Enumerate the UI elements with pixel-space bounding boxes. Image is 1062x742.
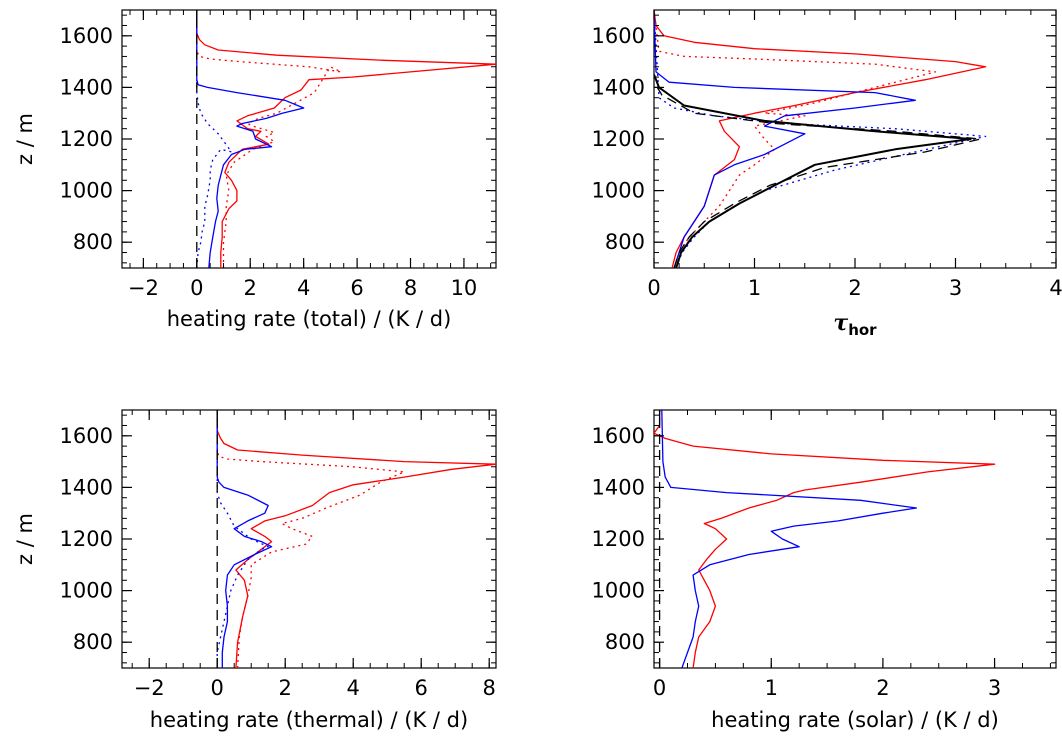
tau-subscript: hor [848, 321, 877, 339]
x-tick-label: 0 [211, 676, 224, 700]
y-axis-label-total: z / m [13, 113, 37, 165]
series-line-thermal-red-solid [216, 410, 496, 668]
x-tick-label: 4 [347, 676, 360, 700]
x-tick-label: 1 [748, 276, 761, 300]
x-tick-label: 10 [451, 276, 478, 300]
x-tick-label: 8 [483, 676, 496, 700]
series-line-total-red-dotted [196, 10, 342, 268]
series-line-tau-blue-solid [654, 10, 916, 268]
y-tick-label: 1600 [60, 24, 113, 48]
x-tick-label: 1 [765, 676, 778, 700]
series-group-solar [654, 410, 996, 668]
y-tick-label: 1400 [60, 475, 113, 499]
series-group-tau [654, 10, 987, 268]
x-axis-label-tau: τhor [833, 310, 877, 339]
x-tick-label: 8 [404, 276, 417, 300]
y-tick-label: 800 [605, 230, 645, 254]
series-line-thermal-blue-solid [216, 410, 273, 668]
series-line-tau-black-dashed [654, 81, 982, 268]
x-tick-label: 0 [647, 276, 660, 300]
x-tick-label: 3 [988, 676, 1001, 700]
x-tick-label: 4 [1049, 276, 1062, 300]
x-axis-label-solar: heating rate (solar) / (K / d) [711, 708, 999, 732]
series-line-solar-blue-solid [661, 410, 918, 668]
series-line-solar-red-solid [654, 410, 996, 668]
y-tick-label: 1000 [60, 179, 113, 203]
series-line-tau-red-solid [654, 10, 987, 268]
series-line-tau-blue-dotted [654, 10, 987, 268]
y-tick-label: 1400 [592, 475, 645, 499]
y-tick-label: 1000 [592, 579, 645, 603]
x-tick-label: 3 [949, 276, 962, 300]
series-group-thermal [216, 410, 496, 668]
y-tick-label: 800 [73, 230, 113, 254]
ticks-group-solar: 0 1 2 3 800 1000 1200 1400 1600 [592, 410, 1056, 700]
series-line-thermal-red-dotted [216, 410, 405, 668]
y-tick-label: 800 [605, 630, 645, 654]
y-tick-label: 1600 [592, 24, 645, 48]
x-tick-label: 2 [848, 276, 861, 300]
x-tick-label: 6 [415, 676, 428, 700]
series-group-total [196, 10, 496, 268]
panel-solar: 0 1 2 3 800 1000 1200 1400 1600 heating rate (so… [592, 409, 1057, 732]
x-tick-label: −2 [134, 676, 165, 700]
ticks-group-thermal: −2 0 2 4 6 8 800 1000 1200 1400 1600 [60, 410, 496, 700]
series-line-total-blue-solid [196, 10, 305, 268]
y-tick-label: 1400 [592, 75, 645, 99]
x-tick-label: 2 [244, 276, 257, 300]
series-line-total-red-solid [196, 10, 496, 268]
plot-frame-thermal [121, 409, 497, 669]
ticks-group-total: −2 0 2 4 6 8 10 800 1000 1200 1400 1600 [60, 10, 496, 300]
x-axis-label-thermal: heating rate (thermal) / (K / d) [150, 708, 468, 732]
series-line-thermal-blue-dotted [216, 410, 269, 668]
y-tick-label: 1600 [60, 424, 113, 448]
x-tick-label: −2 [128, 276, 159, 300]
y-tick-label: 1000 [60, 579, 113, 603]
y-tick-label: 1200 [592, 527, 645, 551]
x-tick-label: 2 [876, 676, 889, 700]
x-tick-label: 0 [653, 676, 666, 700]
y-axis-label-thermal: z / m [13, 513, 37, 565]
x-tick-label: 4 [297, 276, 310, 300]
y-tick-label: 1200 [592, 127, 645, 151]
series-line-tau-black-solid [654, 74, 972, 268]
ticks-group-tau: 0 1 2 3 4 800 1000 1200 1400 1600 [592, 10, 1062, 300]
x-axis-label-total: heating rate (total) / (K / d) [167, 307, 452, 331]
plot-frame-total [121, 9, 497, 269]
x-tick-label: 0 [190, 276, 203, 300]
y-tick-label: 1200 [60, 127, 113, 151]
y-tick-label: 1600 [592, 424, 645, 448]
tau-symbol: τ [833, 310, 848, 336]
y-tick-label: 1200 [60, 527, 113, 551]
panel-total: −2 0 2 4 6 8 10 800 1000 1200 1400 1600 heating rat… [13, 9, 497, 331]
x-tick-label: 6 [350, 276, 363, 300]
panel-tau: 0 1 2 3 4 800 1000 1200 1400 1600 τhor [592, 9, 1062, 339]
x-tick-label: 2 [279, 676, 292, 700]
y-tick-label: 1000 [592, 179, 645, 203]
panel-thermal: −2 0 2 4 6 8 800 1000 1200 1400 1600 heating rate … [13, 409, 497, 732]
plot-frame-tau [653, 9, 1057, 269]
y-tick-label: 1400 [60, 75, 113, 99]
y-tick-label: 800 [73, 630, 113, 654]
